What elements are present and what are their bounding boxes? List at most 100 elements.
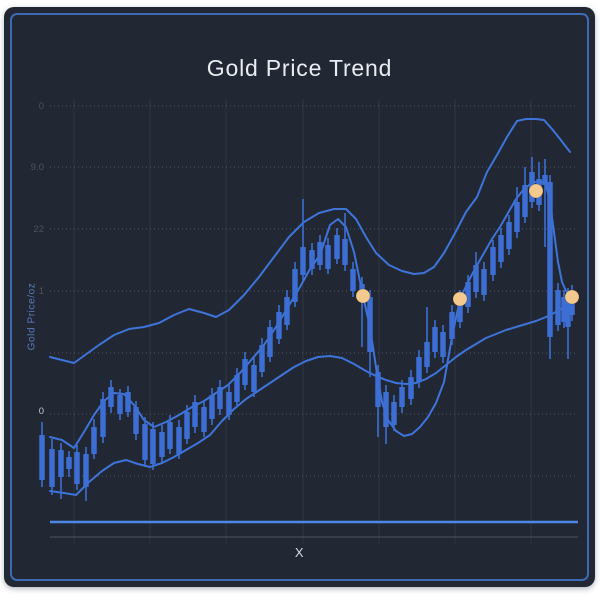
candle-body [267, 327, 273, 357]
candle [473, 252, 479, 298]
candle [300, 199, 306, 281]
candle-body [159, 432, 165, 457]
candle [408, 370, 414, 405]
candle [201, 400, 207, 437]
x-axis-label: X [294, 545, 305, 560]
gold-marker-dot [564, 289, 580, 305]
candle-body [142, 424, 148, 460]
candle-body [201, 407, 207, 432]
candle-body [150, 429, 156, 464]
candle [176, 420, 182, 459]
candle-body [498, 235, 504, 262]
candle [108, 380, 114, 413]
candle [192, 395, 198, 433]
candle-body [399, 387, 405, 407]
candle [498, 228, 504, 268]
lower-band-line [49, 301, 575, 496]
candle-body [192, 402, 198, 427]
candle-body [251, 365, 257, 392]
candle [367, 290, 373, 377]
y-tick-label: 0 [39, 406, 44, 417]
candle-body [522, 185, 528, 217]
chart-title: Gold Price Trend [206, 55, 393, 81]
candle-body [209, 395, 215, 419]
candle [542, 159, 548, 247]
candle [276, 305, 282, 344]
candle [555, 283, 561, 331]
candle-body [58, 450, 64, 477]
candle [159, 425, 165, 462]
candle [217, 380, 223, 415]
candle-body [416, 357, 422, 382]
candle-body [309, 250, 315, 269]
candle-body [391, 402, 397, 425]
y-tick-label: 1 [39, 286, 44, 297]
y-tick-labels: 0 9.0 22 1 0 [31, 101, 44, 417]
candle-body [449, 312, 455, 339]
candle [209, 388, 215, 425]
candle-body [514, 202, 520, 232]
candle [242, 352, 248, 390]
candle-body [217, 387, 223, 409]
candle-body [350, 269, 356, 291]
candles [39, 157, 575, 501]
candle-body [117, 395, 123, 414]
y-tick-label: 22 [33, 224, 44, 235]
candle-body [490, 247, 496, 275]
candle-body [74, 452, 80, 484]
candle [359, 277, 365, 347]
candle-body [440, 332, 446, 357]
candle-body [473, 265, 479, 292]
candle [490, 240, 496, 281]
candle [391, 395, 397, 431]
candle-body [125, 392, 131, 412]
candle-body [506, 222, 512, 249]
candle [334, 228, 340, 264]
candle [514, 187, 520, 238]
candle-body [408, 377, 414, 399]
candle [133, 401, 139, 440]
candle [100, 392, 106, 443]
candle [292, 262, 298, 307]
candle-body [39, 435, 45, 480]
candle [184, 405, 190, 444]
y-tick-label: 0 [39, 101, 44, 112]
candle-body [317, 242, 323, 265]
candle-body [325, 245, 331, 269]
upper-band-line [49, 118, 571, 364]
candle-body [133, 407, 139, 434]
candle [440, 325, 446, 363]
candle [58, 443, 64, 499]
candle [506, 215, 512, 255]
y-tick-label: 9.0 [31, 162, 44, 173]
candle [342, 213, 348, 271]
candle [234, 368, 240, 407]
candlestick-chart: 0 9.0 22 1 0 [31, 99, 580, 544]
candle-body [481, 269, 487, 295]
candle [267, 320, 273, 362]
candle-body [342, 239, 348, 265]
candle [432, 320, 438, 358]
candle [424, 307, 430, 373]
candle-body [108, 387, 114, 407]
candle [150, 422, 156, 470]
candle-body [83, 454, 89, 487]
candle-body [375, 372, 381, 407]
candle-body [184, 412, 190, 439]
grid-horizontal [50, 105, 578, 477]
candle-body [66, 457, 72, 469]
candle-body [176, 427, 182, 454]
candle [66, 451, 72, 477]
candle-body [432, 327, 438, 352]
candle [481, 262, 487, 301]
candle [284, 290, 290, 330]
candle [142, 417, 148, 467]
candle [350, 262, 356, 297]
candle [167, 415, 173, 454]
candle [375, 365, 381, 437]
candle [416, 350, 422, 388]
candle-body [234, 375, 240, 402]
candle [309, 243, 315, 275]
candle-body [100, 399, 106, 437]
candle-body [292, 269, 298, 302]
